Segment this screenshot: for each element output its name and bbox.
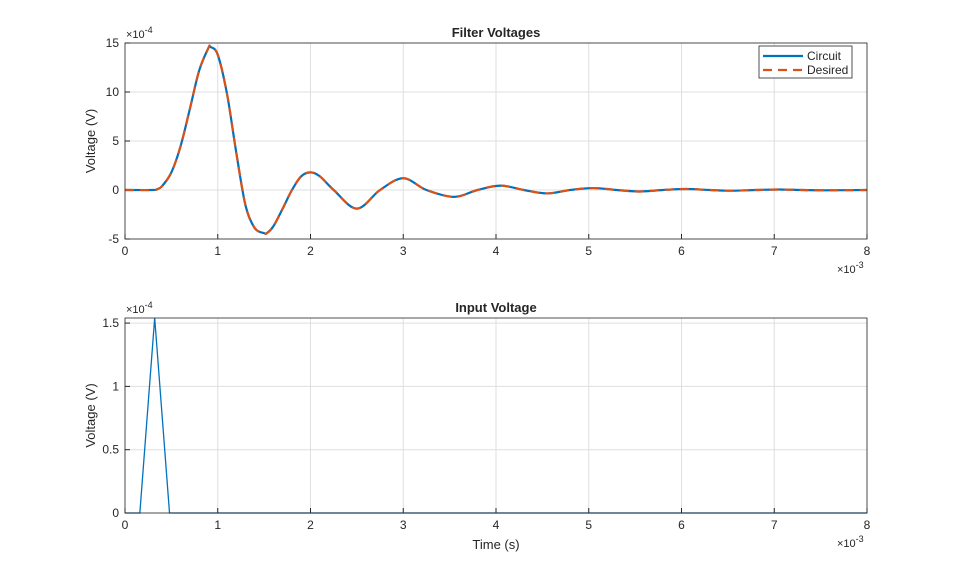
legend-box: [758, 45, 853, 79]
x-exponent-label: ×10-3: [837, 534, 864, 550]
x-exponent-value: -3: [856, 260, 864, 270]
x-tick-label: 8: [864, 244, 871, 258]
y-exponent-value: -4: [145, 25, 153, 35]
x-axis-label: Time (s): [472, 537, 519, 552]
x-tick-label: 0: [122, 518, 129, 532]
chart-title: Input Voltage: [455, 300, 536, 315]
y-tick-label: -5: [108, 232, 119, 246]
x-tick-label: 2: [307, 518, 314, 532]
y-axis-label: Voltage (V): [83, 383, 98, 447]
y-tick-label: 1.5: [102, 316, 119, 330]
y-exponent-value: -4: [145, 300, 153, 310]
x-exponent-label: ×10-3: [837, 260, 864, 276]
x-tick-label: 4: [493, 244, 500, 258]
y-tick-label: 15: [106, 36, 120, 50]
y-tick-label: 0: [112, 506, 119, 520]
x-tick-label: 4: [493, 518, 500, 532]
series-line-desired: [124, 44, 868, 235]
x-tick-label: 5: [585, 518, 592, 532]
y-tick-label: 0.5: [102, 443, 119, 457]
x-exponent-value: -3: [856, 534, 864, 544]
y-tick-label: 1: [112, 379, 119, 393]
legend-entry: Desired: [807, 63, 848, 77]
y-exponent-label: ×10-4: [126, 300, 153, 316]
chart-title: Filter Voltages: [452, 25, 541, 40]
y-axis-label: Voltage (V): [83, 109, 98, 173]
x-tick-label: 6: [678, 518, 685, 532]
axes-box: [124, 42, 868, 240]
x-tick-label: 3: [400, 518, 407, 532]
x-tick-label: 5: [585, 244, 592, 258]
x-tick-label: 6: [678, 244, 685, 258]
axes-box: [124, 317, 868, 514]
x-tick-label: 1: [214, 518, 221, 532]
x-tick-label: 0: [122, 244, 129, 258]
axes-1: 0 1 2 3 4 5 6 7 8 0 0.5 1 1.5 Input Voltage Voltage (V…: [83, 300, 871, 552]
x-tick-label: 7: [771, 518, 778, 532]
x-tick-label: 7: [771, 244, 778, 258]
legend-entry: Circuit: [807, 49, 842, 63]
y-exponent-label: ×10-4: [126, 25, 153, 41]
y-tick-label: 5: [112, 134, 119, 148]
x-tick-label: 1: [214, 244, 221, 258]
x-tick-label: 2: [307, 244, 314, 258]
y-tick-label: 0: [112, 183, 119, 197]
x-tick-label: 8: [864, 518, 871, 532]
y-tick-label: 10: [106, 85, 120, 99]
x-tick-label: 3: [400, 244, 407, 258]
